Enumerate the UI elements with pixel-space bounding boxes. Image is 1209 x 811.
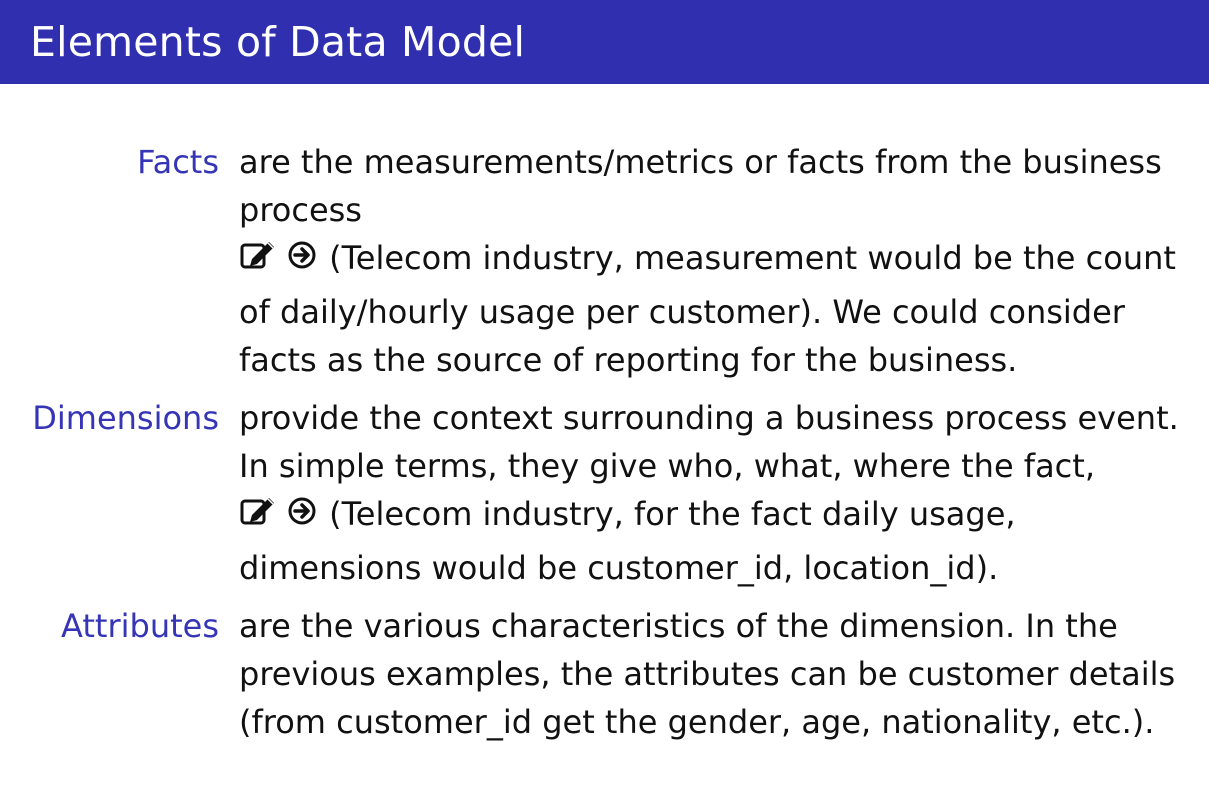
definition-line: are the measurements/metrics or facts fr… bbox=[239, 143, 1162, 181]
slide-title: Elements of Data Model bbox=[30, 18, 526, 66]
example-icons bbox=[239, 240, 317, 288]
definition-text-facts: are the measurements/metrics or facts fr… bbox=[239, 138, 1201, 384]
definition-text-attributes: are the various characteristics of the d… bbox=[239, 602, 1201, 746]
definition-dimensions: Dimensions provide the context surroundi… bbox=[0, 394, 1209, 592]
title-bar: Elements of Data Model bbox=[0, 0, 1209, 84]
definition-line: (Telecom industry, for the fact daily us… bbox=[239, 490, 1201, 544]
edit-icon bbox=[240, 242, 274, 269]
definition-line: process bbox=[239, 191, 362, 229]
arrow-circle-right-icon bbox=[288, 241, 316, 269]
definition-line: facts as the source of reporting for the… bbox=[239, 341, 1018, 379]
arrow-circle-right-icon bbox=[288, 497, 316, 525]
definition-facts: Facts are the measurements/metrics or fa… bbox=[0, 138, 1209, 384]
definition-line: provide the context surrounding a busine… bbox=[239, 399, 1179, 437]
term-facts: Facts bbox=[137, 143, 219, 181]
definition-line: of daily/hourly usage per customer). We … bbox=[239, 293, 1125, 331]
example-text: (Telecom industry, measurement would be … bbox=[329, 239, 1176, 277]
example-text: (Telecom industry, for the fact daily us… bbox=[329, 495, 1016, 533]
edit-icon bbox=[240, 498, 274, 525]
definition-line: dimensions would be customer_id, locatio… bbox=[239, 549, 999, 587]
definition-line: (Telecom industry, measurement would be … bbox=[239, 234, 1201, 288]
term-dimensions: Dimensions bbox=[32, 399, 219, 437]
definition-line: are the various characteristics of the d… bbox=[239, 607, 1118, 645]
term-attributes: Attributes bbox=[61, 607, 219, 645]
definition-list: Facts are the measurements/metrics or fa… bbox=[0, 138, 1209, 756]
definition-attributes: Attributes are the various characteristi… bbox=[0, 602, 1209, 746]
definition-line: previous examples, the attributes can be… bbox=[239, 655, 1176, 693]
definition-line: In simple terms, they give who, what, wh… bbox=[239, 447, 1095, 485]
example-icons bbox=[239, 496, 317, 544]
definition-line: (from customer_id get the gender, age, n… bbox=[239, 703, 1155, 741]
definition-text-dimensions: provide the context surrounding a busine… bbox=[239, 394, 1201, 592]
